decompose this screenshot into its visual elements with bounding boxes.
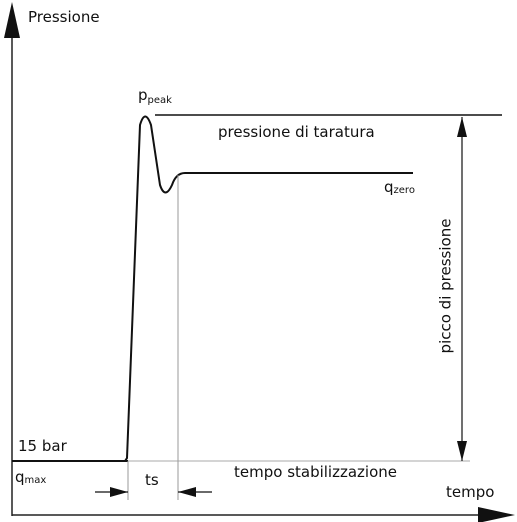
start-pressure-label: 15 bar <box>18 437 68 455</box>
p-peak-label: ppeak <box>138 86 172 106</box>
y-axis-label: Pressione <box>28 8 100 26</box>
peak-label: picco di pressione <box>437 219 455 354</box>
label-main: q <box>384 178 394 196</box>
ts-arrow <box>178 487 196 497</box>
ts-arrow <box>110 487 128 497</box>
peak-dimension <box>457 117 467 461</box>
y-arrow <box>4 2 20 38</box>
axes <box>4 2 515 522</box>
stabilization-label: tempo stabilizzazione <box>234 463 397 481</box>
label-sub: peak <box>148 95 173 106</box>
setting-label: pressione di taratura <box>218 123 375 141</box>
x-axis-label: tempo <box>446 483 494 501</box>
x-arrow <box>478 507 515 522</box>
q-max-label: qmax <box>15 468 46 486</box>
label-sub: max <box>25 475 47 486</box>
ts-label: ts <box>145 471 159 489</box>
pressure-curve <box>124 115 413 462</box>
label-sub: zero <box>394 185 415 196</box>
label-main: p <box>138 86 148 104</box>
dimension-arrow <box>457 441 467 461</box>
dimension-arrow <box>457 117 467 137</box>
ts-dimension <box>95 487 212 497</box>
q-zero-label: qzero <box>384 178 415 196</box>
label-main: q <box>15 468 25 486</box>
